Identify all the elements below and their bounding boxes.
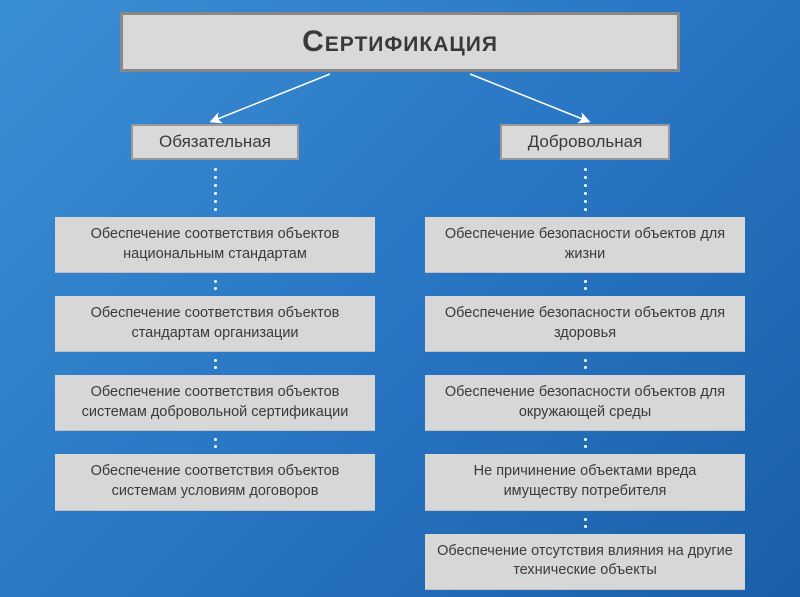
diagram: Сертификация Обязательная Обеспечение со… <box>0 0 800 597</box>
list-item: Обеспечение соответствия объектов систем… <box>55 375 375 431</box>
connector-dots <box>214 431 217 454</box>
connector-dots <box>584 352 587 375</box>
column-header: Обязательная <box>131 124 299 160</box>
list-item: Обеспечение безопасности объектов для жи… <box>425 217 745 273</box>
column-header: Добровольная <box>500 124 671 160</box>
list-item: Обеспечение безопасности объектов для ок… <box>425 375 745 431</box>
arrow-left <box>215 74 330 120</box>
list-item: Не причинение объектами вреда имуществу … <box>425 454 745 510</box>
columns: Обязательная Обеспечение соответствия об… <box>0 124 800 590</box>
connector-dots <box>584 160 587 217</box>
title-box: Сертификация <box>120 12 680 72</box>
list-item: Обеспечение соответствия объектов систем… <box>55 454 375 510</box>
title-text: Сертификация <box>302 25 498 59</box>
list-item: Обеспечение безопасности объектов для зд… <box>425 296 745 352</box>
column-voluntary: Добровольная Обеспечение безопасности об… <box>420 124 750 590</box>
connector-dots <box>214 352 217 375</box>
list-item: Обеспечение отсутствия влияния на другие… <box>425 534 745 590</box>
column-mandatory: Обязательная Обеспечение соответствия об… <box>50 124 380 590</box>
connector-dots <box>584 431 587 454</box>
connector-dots <box>214 273 217 296</box>
connector-dots <box>584 273 587 296</box>
connector-dots <box>214 160 217 217</box>
connector-dots <box>584 511 587 534</box>
list-item: Обеспечение соответствия объектов национ… <box>55 217 375 273</box>
arrow-right <box>470 74 585 120</box>
list-item: Обеспечение соответствия объектов станда… <box>55 296 375 352</box>
